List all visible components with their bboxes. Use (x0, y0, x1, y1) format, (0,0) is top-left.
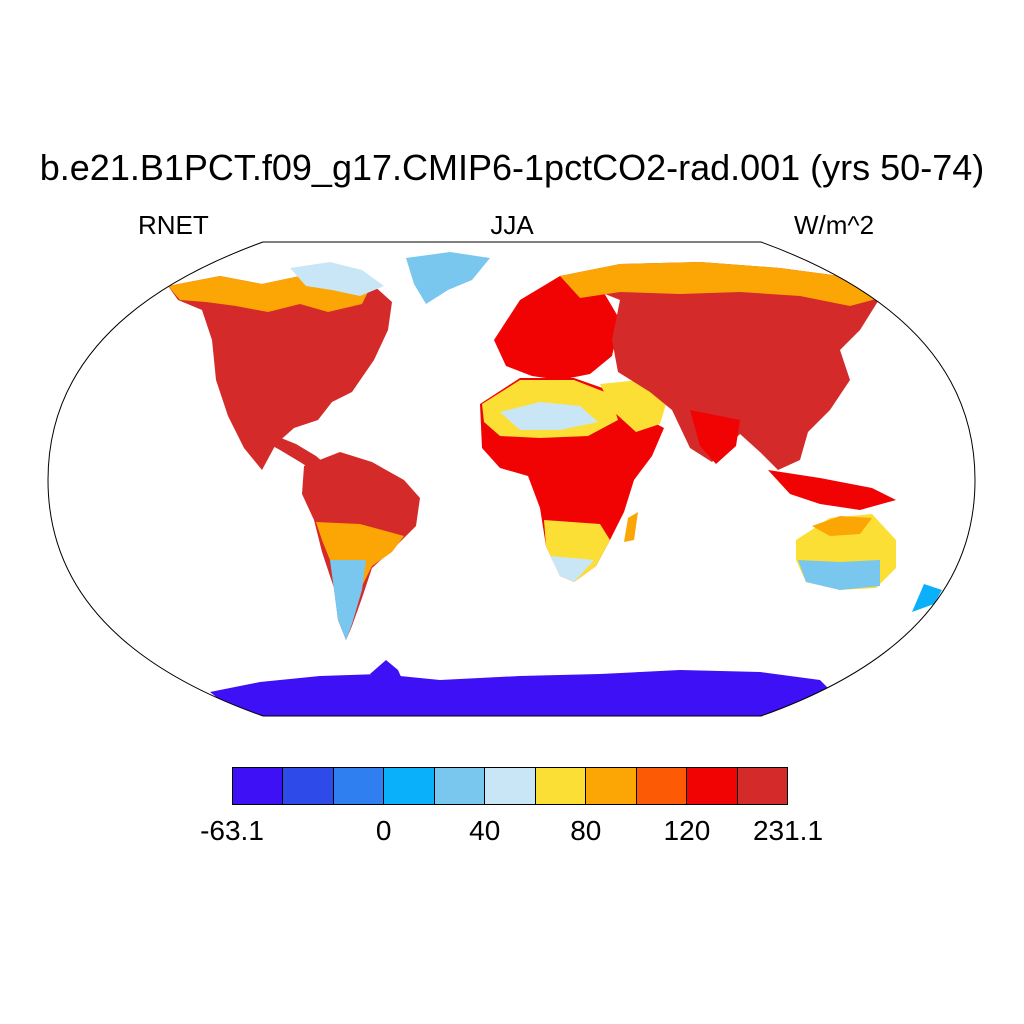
australia-north (812, 516, 872, 536)
plot-title: b.e21.B1PCT.f09_g17.CMIP6-1pctCO2-rad.00… (39, 147, 985, 188)
europe-region (494, 276, 620, 380)
colorbar-tick-label: 80 (570, 815, 602, 846)
colorbar-box (485, 768, 536, 804)
colorbar-box (283, 768, 334, 804)
colorbar-tick-label: 0 (375, 815, 392, 846)
colorbar-tick-label: 40 (469, 815, 501, 846)
colorbar-tick-label: 231.1 (752, 815, 824, 846)
asia-region (560, 262, 880, 470)
south-america-south (330, 560, 366, 640)
colorbar-tick-label: -63.1 (200, 815, 264, 846)
colorbar (232, 767, 788, 805)
colorbar-tick-label: 120 (663, 815, 711, 846)
colorbar-box (384, 768, 435, 804)
greenland-region (406, 252, 490, 304)
southern-africa-tip (550, 556, 594, 582)
arabia-region (600, 380, 666, 432)
sahara-core (500, 402, 598, 430)
variable-label: RNET (138, 210, 209, 240)
colorbar-box (535, 768, 587, 804)
map-boundary (47, 241, 976, 717)
arctic-islands (290, 262, 384, 296)
units-label: W/m^2 (794, 210, 875, 240)
australia-south (798, 560, 880, 590)
india-region (690, 410, 740, 464)
siberia-north (560, 262, 880, 306)
colorbar-box (233, 768, 284, 804)
antarctica-region (210, 670, 840, 716)
antarctic-peninsula (370, 660, 406, 688)
colorbar-box (333, 768, 385, 804)
north-america-region (168, 268, 392, 470)
season-label: JJA (490, 210, 534, 240)
colorbar-box (737, 768, 787, 804)
colorbar-box (636, 768, 688, 804)
colorbar-box (586, 768, 637, 804)
indonesia-region (768, 470, 896, 510)
new-zealand-region (912, 584, 942, 612)
colorbar-box (687, 768, 738, 804)
madagascar-region (624, 512, 638, 542)
colorbar-box (434, 768, 486, 804)
